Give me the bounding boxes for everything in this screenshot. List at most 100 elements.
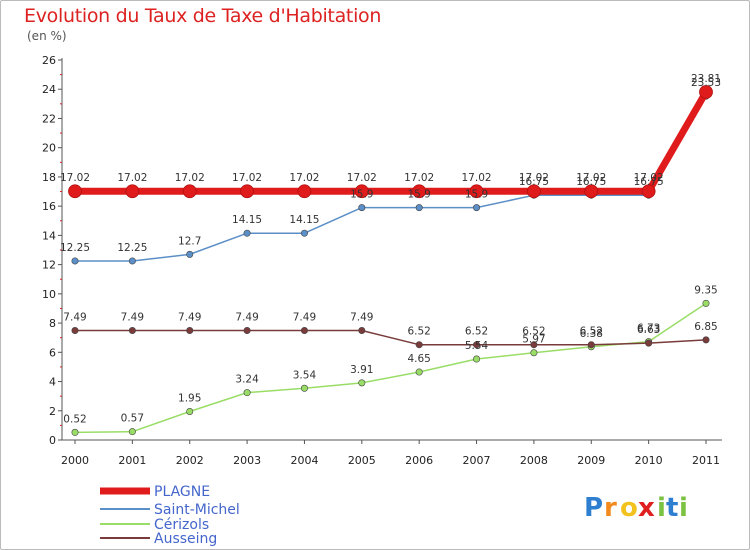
y-tick-label: 2 [49,405,56,418]
series-0 [68,85,713,199]
logo-letter: P [584,493,603,523]
data-label: 4.65 [407,353,430,365]
data-point [358,204,366,212]
data-label: 7.49 [293,312,316,324]
data-point [699,85,713,99]
data-label: 17.02 [175,172,205,184]
x-tick-label: 2005 [348,454,376,467]
data-point [243,389,251,397]
data-label: 3.91 [350,364,373,376]
legend-label: Cérizols [154,517,209,533]
data-label: 6.63 [637,324,660,336]
data-label: 0.57 [121,413,144,425]
data-point [354,184,369,199]
x-tick-label: 2008 [520,454,548,467]
x-tick-label: 2004 [290,454,318,467]
logo-letter: t [666,493,678,523]
data-label: 7.49 [63,312,86,324]
logo-letter: i [679,493,688,523]
data-point [71,327,79,335]
x-tick-label: 2006 [405,454,433,467]
data-point [68,184,82,199]
data-label: 5.97 [522,334,545,346]
data-label: 17.02 [634,172,664,184]
data-label: 12.25 [60,242,90,254]
data-point [415,341,423,349]
data-label: 5.54 [465,340,489,352]
legend-label: Ausseing [154,531,217,547]
data-label: 14.15 [289,214,319,226]
series-1 [71,92,710,265]
data-point [300,327,308,335]
series-layer [68,85,713,436]
data-label: 16.75 [519,176,549,188]
data-point [358,379,366,387]
y-tick-label: 12 [42,259,56,272]
data-label: 17.02 [576,172,606,184]
data-point [473,204,481,212]
y-tick-label: 16 [42,200,56,213]
chart-title: Evolution du Taux de Taxe d'Habitation [24,5,382,27]
data-point [186,407,194,415]
data-label: 6.73 [637,323,660,335]
data-point [473,341,481,349]
data-point [240,184,254,199]
data-point [587,341,595,349]
series-3 [71,327,710,349]
data-label: 17.02 [232,172,262,184]
data-label: 16.75 [634,176,664,188]
data-point [300,384,308,392]
y-tick-label: 0 [49,434,56,447]
data-label: 6.52 [465,326,488,338]
data-point [584,184,599,199]
data-point [128,257,136,265]
data-label: 17.02 [347,172,377,184]
data-point [128,327,136,335]
data-point [186,327,194,335]
x-tick-label: 2009 [577,454,605,467]
series-line [75,90,710,195]
data-label: 6.52 [580,326,603,338]
y-tick-label: 22 [42,112,56,125]
data-point [415,368,423,376]
data-label: 7.49 [350,312,373,324]
data-label: 1.95 [178,393,201,405]
data-label: 15.9 [407,189,430,201]
series-line [74,302,707,434]
unit-label: (en %) [27,29,67,43]
logo-letter: i [657,493,666,523]
y-tick-label: 24 [42,83,56,96]
x-tick-label: 2011 [692,454,720,467]
data-label: 14.15 [232,214,262,226]
data-point [243,229,251,237]
data-point [473,355,481,363]
x-tick-label: 2007 [463,454,491,467]
data-label: 17.02 [462,172,492,184]
data-label: 23.53 [691,77,721,89]
data-point [358,327,366,335]
data-point [702,336,710,344]
x-tick-label: 2001 [118,454,146,467]
series-line [75,95,707,262]
data-label: 17.02 [519,172,549,184]
y-tick-label: 10 [42,288,56,301]
data-point [128,428,136,436]
data-point [530,349,538,357]
y-tick-label: 20 [42,142,56,155]
data-label: 7.49 [235,312,258,324]
data-label: 6.52 [407,326,430,338]
data-label: 9.35 [694,284,717,296]
logo-letter: r [604,493,617,523]
data-label: 6.52 [522,326,545,338]
data-label: 12.25 [117,242,147,254]
data-point [186,250,194,258]
data-label: 12.7 [178,235,201,247]
data-point [415,204,423,212]
x-tick-label: 2003 [233,454,261,467]
data-point [125,184,140,199]
y-tick-label: 18 [42,171,56,184]
series-2 [71,299,710,436]
